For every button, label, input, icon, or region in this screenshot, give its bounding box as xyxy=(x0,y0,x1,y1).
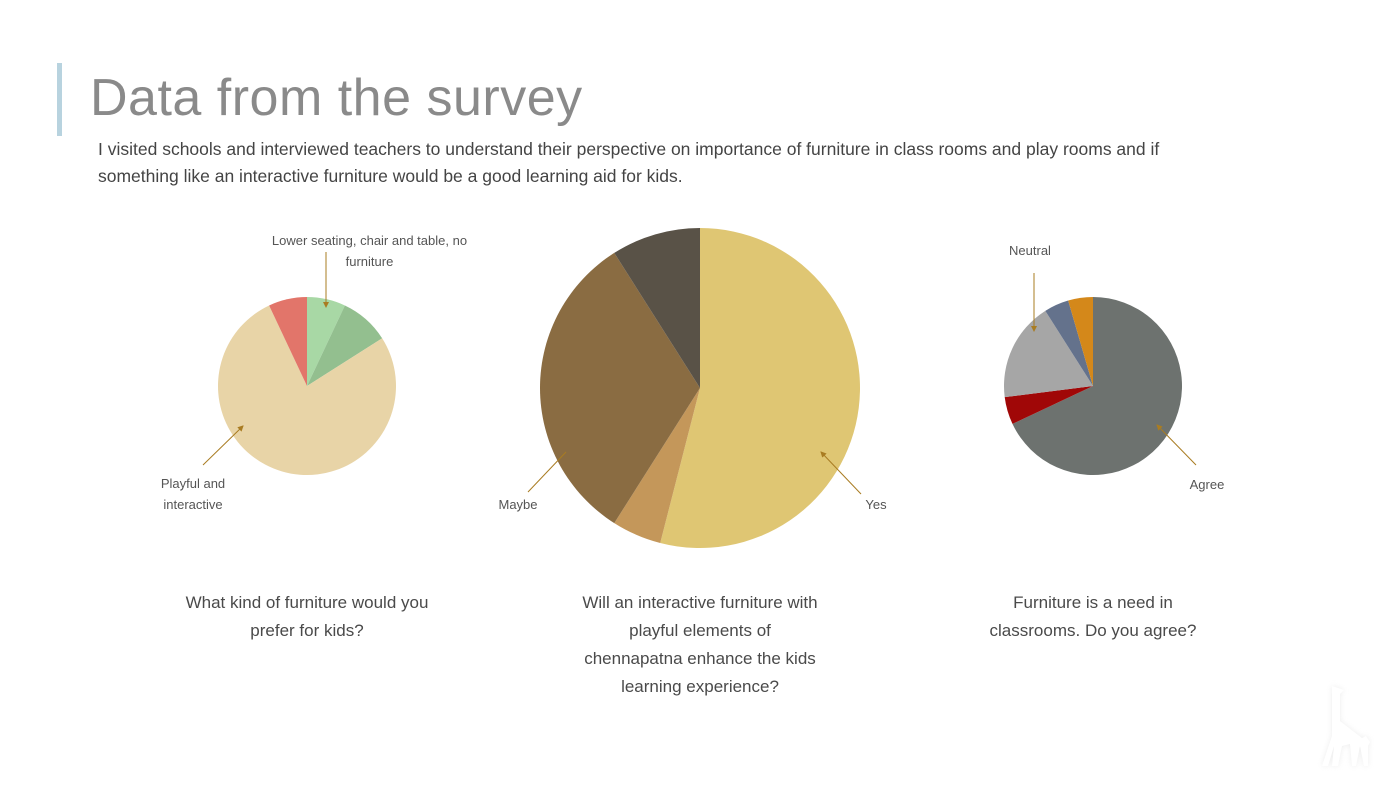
title-accent-bar xyxy=(57,63,62,136)
page-title: Data from the survey xyxy=(90,69,583,127)
pie-2-slice-2 xyxy=(614,388,700,543)
leader-playful xyxy=(202,425,244,466)
label-playful: Playful and interactive xyxy=(160,476,226,512)
leader-yes xyxy=(820,451,862,495)
pie-2-slice-4 xyxy=(614,228,700,388)
intro-text: I visited schools and interviewed teache… xyxy=(98,139,1160,186)
pie-3-slice-4 xyxy=(1045,300,1093,386)
chart-2-question: Will an interactive furniture with playf… xyxy=(582,593,818,696)
pie-2-slice-1 xyxy=(660,228,860,549)
pie-1-slice-2 xyxy=(307,305,383,386)
leader-maybe xyxy=(527,451,567,493)
pie-3-slice-1 xyxy=(1012,297,1183,475)
label-lower-seating: Lower seating, chair and table, no furni… xyxy=(271,233,468,269)
label-maybe: Maybe xyxy=(498,497,538,512)
pie-1-slice-1 xyxy=(307,297,345,386)
pie-3-slice-5 xyxy=(1068,297,1093,386)
pie-1-slice-3 xyxy=(217,305,396,476)
pie-2-slice-3 xyxy=(540,252,700,524)
label-neutral: Neutral xyxy=(1009,243,1051,258)
pie-1-slice-4 xyxy=(269,297,307,386)
chart-1-question: What kind of furniture would you prefer … xyxy=(185,593,429,640)
leader-agree xyxy=(1156,424,1197,466)
pie-3-slice-3 xyxy=(1004,310,1093,398)
label-agree: Agree xyxy=(1189,477,1225,492)
pie-3-slice-2 xyxy=(1004,386,1093,424)
chart-3-question: Furniture is a need in classrooms. Do yo… xyxy=(989,593,1197,640)
label-yes: Yes xyxy=(865,497,887,512)
giraffe-logo xyxy=(1322,686,1370,766)
